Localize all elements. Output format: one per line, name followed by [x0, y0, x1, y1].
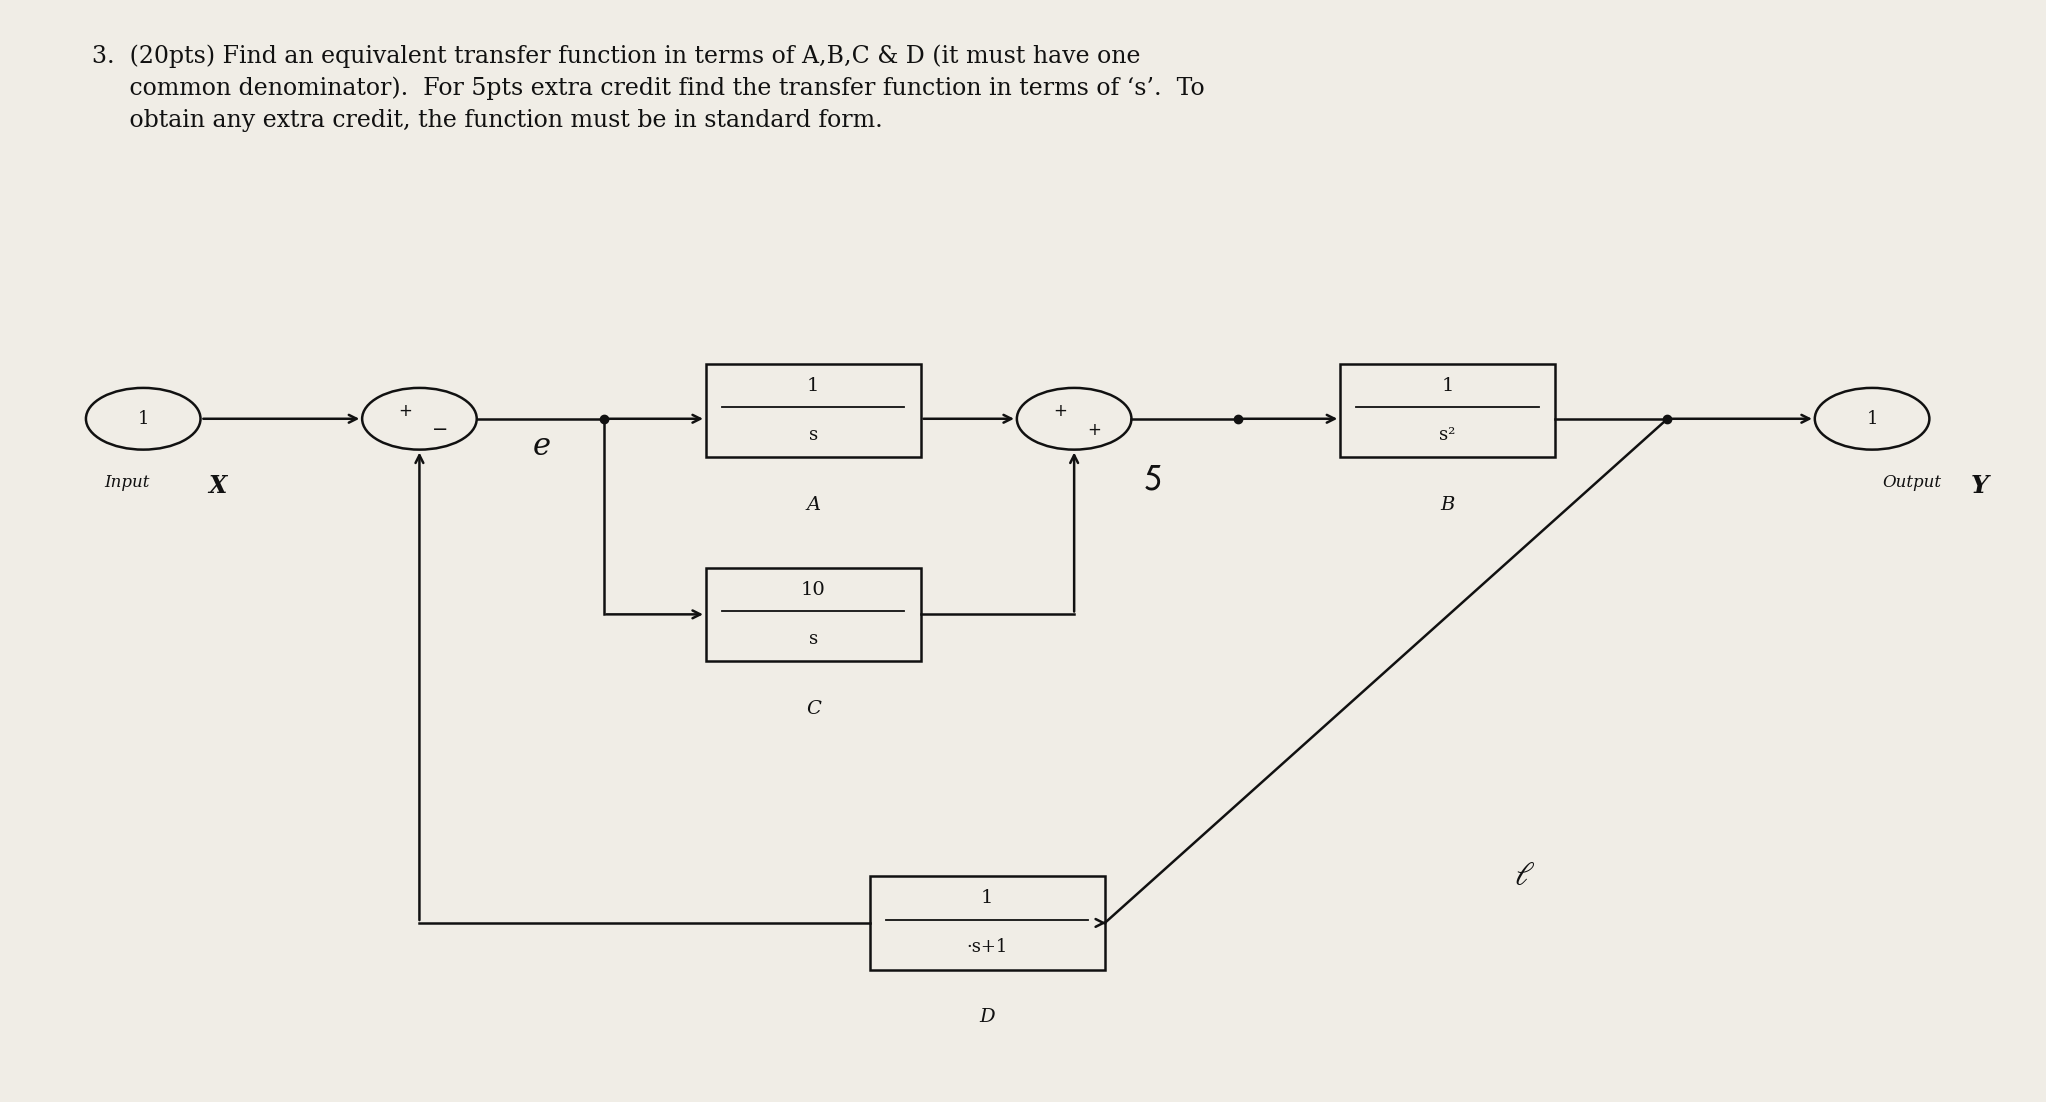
Text: C: C [806, 700, 820, 717]
Text: 3.  (20pts) Find an equivalent transfer function in terms of A,B,C & D (it must : 3. (20pts) Find an equivalent transfer f… [92, 44, 1205, 132]
Text: +: + [399, 402, 411, 420]
Text: $\mathit{\mathcal{5}}$: $\mathit{\mathcal{5}}$ [1142, 463, 1162, 496]
Text: 1: 1 [137, 410, 149, 428]
Text: 1: 1 [1866, 410, 1878, 428]
Text: −: − [432, 420, 448, 440]
Bar [1340, 364, 1555, 457]
Text: D: D [980, 1008, 994, 1026]
Text: ·s+1: ·s+1 [966, 939, 1009, 957]
Text: X: X [209, 474, 227, 498]
Bar [706, 568, 921, 661]
Text: s: s [808, 630, 818, 648]
Text: Output: Output [1882, 474, 1942, 490]
Text: +: + [1054, 402, 1066, 420]
Text: 10: 10 [800, 581, 827, 599]
Text: B: B [1440, 496, 1455, 514]
Bar [706, 364, 921, 457]
Text: +: + [1088, 421, 1101, 439]
Text: 1: 1 [1440, 377, 1455, 396]
Text: A: A [806, 496, 820, 514]
Text: e: e [534, 431, 550, 462]
Text: 1: 1 [806, 377, 820, 396]
Text: $\mathcal{\ell}$: $\mathcal{\ell}$ [1514, 860, 1534, 893]
Bar [870, 876, 1105, 970]
Text: 1: 1 [980, 889, 994, 908]
Text: Y: Y [1970, 474, 1989, 498]
Text: Input: Input [104, 474, 149, 490]
Text: s²: s² [1438, 426, 1457, 444]
Text: s: s [808, 426, 818, 444]
